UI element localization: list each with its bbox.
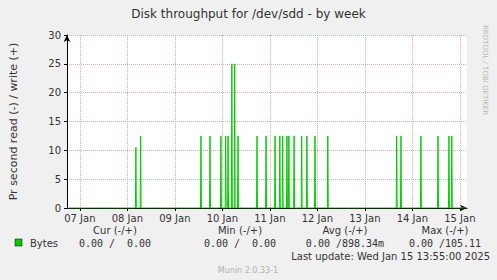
svg-text:Min (-/+): Min (-/+) — [218, 225, 262, 236]
svg-text:10: 10 — [48, 145, 61, 156]
svg-text:Disk throughput for /dev/sdd -: Disk throughput for /dev/sdd - by week — [131, 7, 366, 21]
svg-text:0.00 / 0.00: 0.00 / 0.00 — [79, 238, 151, 249]
svg-text:Avg (-/+): Avg (-/+) — [323, 225, 368, 236]
svg-text:RRDTOOL / TOBI OETIKER: RRDTOOL / TOBI OETIKER — [481, 25, 489, 115]
svg-text:10 Jan: 10 Jan — [207, 213, 238, 224]
svg-text:Munin 2.0.33-1: Munin 2.0.33-1 — [218, 266, 278, 275]
svg-text:15 Jan: 15 Jan — [444, 213, 475, 224]
svg-text:12 Jan: 12 Jan — [302, 213, 333, 224]
svg-text:Cur (-/+): Cur (-/+) — [93, 225, 137, 236]
svg-text:5: 5 — [55, 174, 61, 185]
svg-text:0.00 /898.34m: 0.00 /898.34m — [306, 238, 384, 249]
svg-text:15: 15 — [48, 116, 61, 127]
svg-text:14 Jan: 14 Jan — [397, 213, 428, 224]
svg-text:Pr second read (-) / write (+): Pr second read (-) / write (+) — [7, 43, 20, 201]
svg-text:25: 25 — [48, 58, 61, 69]
svg-text:Last update: Wed Jan 15 13:55:: Last update: Wed Jan 15 13:55:00 2025 — [291, 251, 490, 262]
svg-text:0: 0 — [55, 203, 61, 214]
svg-text:Max (-/+): Max (-/+) — [421, 225, 468, 236]
svg-text:11 Jan: 11 Jan — [254, 213, 285, 224]
svg-text:0.00 /105.11: 0.00 /105.11 — [409, 238, 481, 249]
svg-text:Bytes: Bytes — [30, 238, 58, 249]
svg-text:30: 30 — [48, 30, 61, 41]
svg-text:07 Jan: 07 Jan — [64, 213, 95, 224]
svg-text:0.00 / 0.00: 0.00 / 0.00 — [204, 238, 276, 249]
svg-text:20: 20 — [48, 87, 61, 98]
svg-text:08 Jan: 08 Jan — [112, 213, 143, 224]
svg-text:13 Jan: 13 Jan — [349, 213, 380, 224]
svg-text:09 Jan: 09 Jan — [159, 213, 190, 224]
